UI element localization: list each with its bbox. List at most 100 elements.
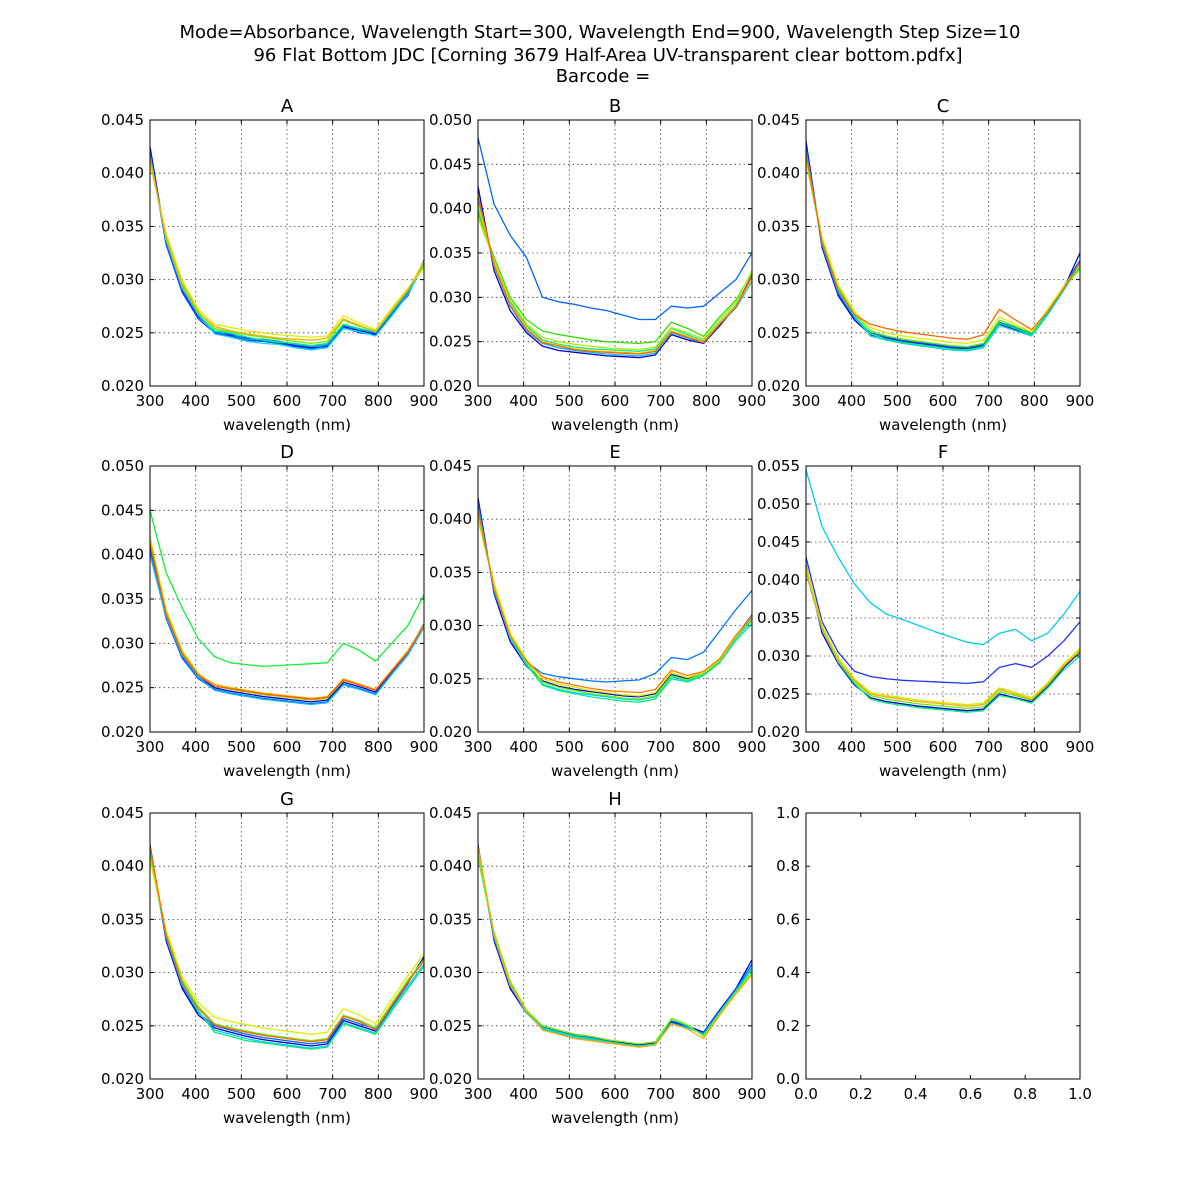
series-line-7 [150, 164, 424, 338]
subplot-title: C [937, 96, 950, 117]
y-tick-label: 0.035 [101, 590, 144, 608]
series-line-6 [478, 516, 752, 697]
y-tick-label: 0.6 [776, 910, 800, 928]
y-tick-label: 0.045 [429, 155, 472, 173]
y-tick-label: 0.025 [757, 685, 800, 703]
x-tick-label: 1.0 [1068, 1085, 1092, 1103]
x-tick-label: 800 [1020, 738, 1049, 756]
axes-frame [477, 465, 753, 733]
series-line-5 [478, 855, 752, 1045]
series-line-2 [806, 557, 1080, 685]
y-tick-label: 0.025 [429, 1017, 472, 1035]
y-tick-label: 0.035 [757, 609, 800, 627]
y-tick-label: 0.025 [101, 1017, 144, 1035]
x-tick-label: 0.8 [1013, 1085, 1037, 1103]
series-line-5 [478, 212, 752, 345]
series-line-7 [806, 153, 1080, 340]
y-tick-label: 0.035 [429, 563, 472, 581]
series-line-5 [150, 855, 424, 1042]
subplot-title: D [280, 442, 294, 463]
y-tick-label: 0.040 [101, 857, 144, 875]
y-tick-label: 0.035 [101, 217, 144, 235]
x-tick-label: 900 [410, 738, 439, 756]
axes-frame [477, 119, 753, 387]
x-tick-label: 300 [792, 738, 821, 756]
y-tick-label: 0.025 [429, 333, 472, 351]
subplot-title: H [608, 789, 622, 810]
x-tick-label: 300 [136, 738, 165, 756]
y-tick-label: 0.8 [776, 857, 800, 875]
x-tick-label: 400 [509, 392, 538, 410]
y-tick-label: 0.020 [101, 377, 144, 395]
x-tick-label: 300 [136, 392, 165, 410]
subplot-h: 300 400 500 600 700 800 900 0.020 0.025 0.030 0.03… [429, 789, 766, 1127]
y-tick-label: 0.4 [776, 964, 800, 982]
x-axis-label: wavelength (nm) [879, 762, 1007, 780]
x-tick-label: 800 [692, 1085, 721, 1103]
x-tick-label: 400 [837, 392, 866, 410]
series-line-4 [150, 857, 424, 1050]
x-tick-label: 300 [792, 392, 821, 410]
x-tick-label: 500 [227, 738, 256, 756]
x-tick-label: 500 [227, 1085, 256, 1103]
subplot-c: 300 400 500 600 700 800 900 0.020 0.025 0.030 0.03… [757, 96, 1094, 434]
y-tick-label: 0.030 [757, 271, 800, 289]
subplot-title: G [280, 789, 294, 810]
y-tick-label: 0.045 [757, 111, 800, 129]
x-tick-label: 500 [883, 738, 912, 756]
x-tick-label: 0.2 [849, 1085, 873, 1103]
series-line-3 [150, 554, 424, 706]
y-tick-label: 0.040 [101, 546, 144, 564]
y-tick-label: 1.0 [776, 804, 800, 822]
figure-title-line-2: 96 Flat Bottom JDC [Corning 3679 Half-Ar… [253, 45, 962, 66]
x-tick-label: 600 [273, 738, 302, 756]
y-tick-label: 0.035 [757, 217, 800, 235]
x-axis-label: wavelength (nm) [223, 416, 351, 434]
subplot-d: 300 400 500 600 700 800 900 0.020 0.025 0.030 0.03… [101, 442, 438, 780]
y-tick-label: 0.035 [429, 910, 472, 928]
x-tick-label: 300 [464, 738, 493, 756]
y-tick-label: 0.025 [757, 324, 800, 342]
y-tick-label: 0.050 [429, 111, 472, 129]
y-tick-label: 0.030 [429, 288, 472, 306]
x-tick-label: 300 [136, 1085, 165, 1103]
series-line-6 [806, 160, 1080, 345]
x-tick-label: 0.6 [958, 1085, 982, 1103]
x-tick-label: 900 [738, 738, 767, 756]
x-tick-label: 500 [555, 1085, 584, 1103]
series-line-6 [478, 217, 752, 351]
y-tick-label: 0.030 [101, 634, 144, 652]
y-tick-label: 0.050 [101, 457, 144, 475]
subplot-empty: 0.0 0.2 0.4 0.6 0.8 1.0 0.0 0.2 0.4 0.6 0.8 1.0 [776, 804, 1092, 1103]
figure-title-line-1: Mode=Absorbance, Wavelength Start=300, W… [179, 22, 1020, 43]
y-tick-label: 0.020 [429, 377, 472, 395]
x-tick-label: 500 [555, 392, 584, 410]
x-axis-label: wavelength (nm) [879, 416, 1007, 434]
series-line-8 [150, 158, 424, 341]
series-line-7 [806, 570, 1080, 707]
x-tick-label: 700 [974, 392, 1003, 410]
y-tick-label: 0.020 [101, 723, 144, 741]
subplot-b: 300 400 500 600 700 800 900 0.020 0.025 0.030 0.03… [429, 96, 766, 434]
x-tick-label: 500 [555, 738, 584, 756]
x-tick-label: 600 [273, 392, 302, 410]
axes-frame [477, 812, 753, 1080]
y-tick-label: 0.025 [101, 324, 144, 342]
y-tick-label: 0.030 [429, 964, 472, 982]
series-line-8 [478, 195, 752, 355]
y-tick-label: 0.030 [101, 271, 144, 289]
axes-frame [805, 119, 1081, 387]
subplot-title: E [609, 442, 620, 463]
x-tick-label: 700 [318, 738, 347, 756]
subplot-e: 300 400 500 600 700 800 900 0.020 0.025 0.030 0.03… [429, 442, 766, 780]
x-tick-label: 600 [601, 1085, 630, 1103]
x-tick-label: 700 [646, 738, 675, 756]
axes-frame [805, 465, 1081, 733]
x-tick-label: 400 [837, 738, 866, 756]
x-tick-label: 900 [410, 1085, 439, 1103]
y-tick-label: 0.040 [429, 510, 472, 528]
y-tick-label: 0.045 [101, 804, 144, 822]
x-tick-label: 900 [410, 392, 439, 410]
x-tick-label: 800 [1020, 392, 1049, 410]
